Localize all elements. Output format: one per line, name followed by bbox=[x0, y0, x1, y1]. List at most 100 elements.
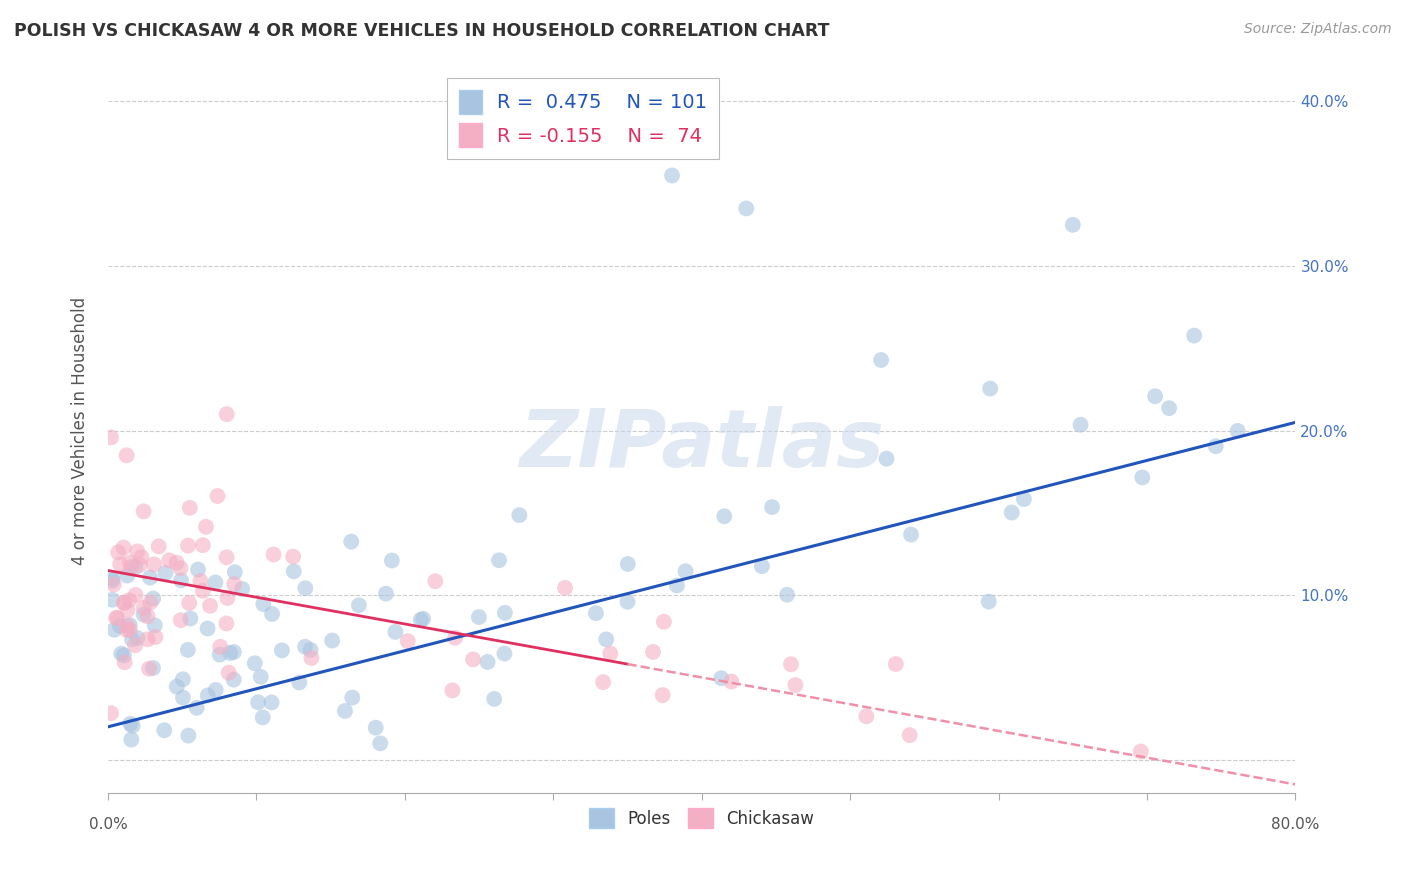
Point bbox=[139, 595, 162, 609]
Point bbox=[121, 559, 143, 574]
Point bbox=[713, 509, 735, 524]
Point bbox=[661, 169, 683, 183]
Point bbox=[616, 595, 638, 609]
Point bbox=[124, 638, 146, 652]
Text: Source: ZipAtlas.com: Source: ZipAtlas.com bbox=[1244, 22, 1392, 37]
Point bbox=[127, 544, 149, 558]
Point bbox=[1001, 506, 1024, 520]
Point bbox=[651, 688, 673, 702]
Point bbox=[409, 613, 432, 627]
Point bbox=[204, 575, 226, 590]
Point bbox=[179, 611, 201, 625]
Point bbox=[128, 558, 150, 572]
Point bbox=[396, 634, 419, 648]
Point bbox=[294, 581, 316, 595]
Point bbox=[115, 623, 138, 637]
Point bbox=[121, 719, 143, 733]
Point bbox=[198, 599, 221, 613]
Point bbox=[675, 564, 697, 578]
Point bbox=[108, 619, 131, 633]
Point bbox=[115, 619, 138, 633]
Point bbox=[665, 578, 688, 592]
Point bbox=[101, 571, 124, 585]
Point bbox=[179, 596, 201, 610]
Point bbox=[425, 574, 447, 589]
Point bbox=[617, 557, 640, 571]
Point bbox=[191, 538, 214, 552]
Point bbox=[1182, 328, 1205, 343]
Point bbox=[1226, 424, 1249, 438]
Text: 0.0%: 0.0% bbox=[89, 817, 128, 832]
Point bbox=[876, 451, 898, 466]
Point bbox=[118, 556, 141, 570]
Point bbox=[177, 643, 200, 657]
Point bbox=[218, 665, 240, 680]
Point bbox=[105, 611, 128, 625]
Point bbox=[142, 661, 165, 675]
Point bbox=[207, 489, 229, 503]
Point bbox=[143, 618, 166, 632]
Point bbox=[143, 630, 166, 644]
Point bbox=[1129, 745, 1152, 759]
Point bbox=[172, 690, 194, 705]
Point bbox=[209, 640, 232, 654]
Point bbox=[148, 540, 170, 554]
Point bbox=[222, 673, 245, 687]
Point bbox=[190, 574, 212, 588]
Point bbox=[1130, 470, 1153, 484]
Point bbox=[870, 353, 893, 368]
Point bbox=[270, 643, 292, 657]
Point bbox=[898, 728, 921, 742]
Point bbox=[482, 692, 505, 706]
Point bbox=[143, 558, 166, 572]
Point bbox=[299, 651, 322, 665]
Point bbox=[979, 382, 1001, 396]
Point bbox=[262, 607, 284, 621]
Point bbox=[110, 647, 132, 661]
Point bbox=[263, 548, 285, 562]
Point bbox=[117, 568, 139, 582]
Point bbox=[340, 534, 363, 549]
Point bbox=[1159, 401, 1181, 416]
Point bbox=[347, 599, 370, 613]
Point bbox=[138, 662, 160, 676]
Point bbox=[1070, 417, 1092, 432]
Point bbox=[132, 607, 155, 622]
Point bbox=[780, 657, 803, 672]
Point bbox=[751, 559, 773, 574]
Point bbox=[103, 577, 125, 591]
Point bbox=[412, 612, 434, 626]
Point bbox=[170, 574, 193, 588]
Point bbox=[118, 618, 141, 632]
Point bbox=[508, 508, 530, 522]
Point bbox=[294, 640, 316, 654]
Point bbox=[121, 632, 143, 647]
Point bbox=[110, 558, 132, 572]
Point bbox=[136, 609, 159, 624]
Point bbox=[900, 527, 922, 541]
Point bbox=[127, 631, 149, 645]
Point bbox=[342, 690, 364, 705]
Legend: Poles, Chickasaw: Poles, Chickasaw bbox=[583, 801, 821, 835]
Point bbox=[169, 561, 191, 575]
Point bbox=[179, 500, 201, 515]
Point bbox=[1144, 389, 1167, 403]
Point bbox=[494, 606, 516, 620]
Point bbox=[208, 648, 231, 662]
Point bbox=[177, 729, 200, 743]
Point bbox=[977, 594, 1000, 608]
Point bbox=[155, 566, 177, 580]
Point bbox=[461, 652, 484, 666]
Point bbox=[1205, 439, 1227, 453]
Point bbox=[124, 560, 146, 574]
Point bbox=[374, 587, 396, 601]
Point bbox=[103, 623, 125, 637]
Point bbox=[186, 701, 208, 715]
Point bbox=[115, 448, 138, 462]
Point bbox=[132, 600, 155, 615]
Point bbox=[215, 550, 238, 565]
Point bbox=[131, 550, 153, 565]
Point bbox=[112, 541, 135, 555]
Point bbox=[136, 632, 159, 647]
Point bbox=[494, 647, 516, 661]
